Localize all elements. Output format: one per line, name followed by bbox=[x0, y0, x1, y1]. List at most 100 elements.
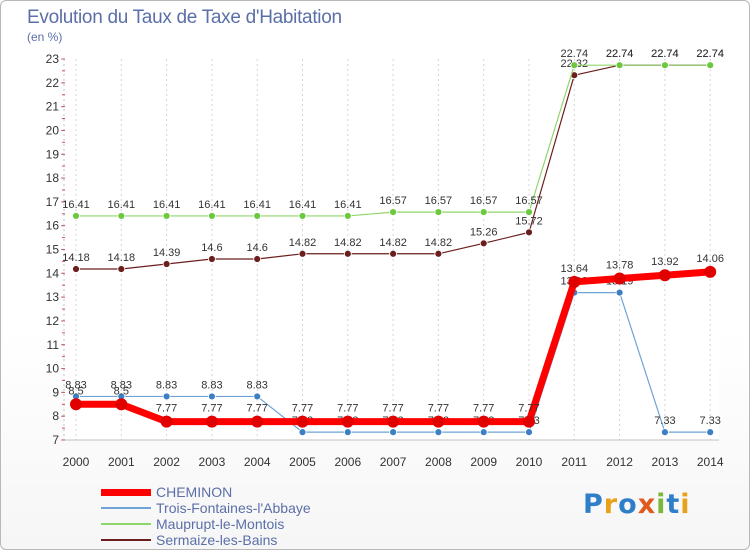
data-label-sermaize-les-bains: 22.74 bbox=[606, 48, 634, 60]
logo-letter: o bbox=[618, 489, 638, 520]
data-point-cheminon bbox=[477, 415, 490, 428]
x-tick-label: 2003 bbox=[199, 455, 226, 469]
data-point-trois-fontaines-l-abbaye bbox=[525, 428, 533, 437]
y-tick-label: 18 bbox=[46, 171, 60, 185]
data-label-mauprupt-le-montois: 16.57 bbox=[515, 195, 543, 207]
data-label-sermaize-les-bains: 15.26 bbox=[470, 226, 498, 238]
y-tick-label: 22 bbox=[46, 76, 60, 90]
data-label-mauprupt-le-montois: 22.74 bbox=[651, 48, 679, 60]
data-label-cheminon: 14.06 bbox=[696, 253, 724, 265]
data-label-sermaize-les-bains: 14.82 bbox=[289, 237, 317, 249]
data-point-mauprupt-le-montois bbox=[706, 61, 715, 70]
y-tick-label: 19 bbox=[46, 147, 60, 161]
data-label-mauprupt-le-montois: 16.41 bbox=[198, 199, 226, 211]
data-label-sermaize-les-bains: 22.74 bbox=[651, 48, 679, 60]
data-label-cheminon: 13.64 bbox=[561, 263, 589, 275]
data-point-trois-fontaines-l-abbaye bbox=[253, 392, 262, 401]
data-label-mauprupt-le-montois: 16.57 bbox=[425, 195, 453, 207]
data-point-cheminon bbox=[160, 415, 173, 428]
data-point-mauprupt-le-montois bbox=[298, 212, 307, 220]
legend-label: CHEMINON bbox=[156, 484, 233, 500]
data-label-cheminon: 13.92 bbox=[651, 256, 679, 268]
data-point-sermaize-les-bains bbox=[72, 265, 80, 273]
y-tick-label: 11 bbox=[47, 338, 60, 352]
y-tick-label: 10 bbox=[46, 362, 60, 376]
logo-letter: r bbox=[603, 489, 619, 520]
data-point-cheminon bbox=[341, 415, 354, 428]
data-point-sermaize-les-bains bbox=[389, 249, 398, 258]
data-label-trois-fontaines-l-abbaye: 8.83 bbox=[246, 379, 267, 391]
data-point-cheminon bbox=[568, 275, 581, 288]
data-label-mauprupt-le-montois: 16.41 bbox=[62, 199, 90, 211]
proxiti-logo: Proxiti bbox=[583, 489, 691, 520]
data-point-sermaize-les-bains bbox=[253, 255, 262, 263]
data-point-cheminon bbox=[704, 265, 717, 278]
data-label-trois-fontaines-l-abbaye: 7.33 bbox=[654, 415, 675, 427]
legend-label: Sermaize-les-Bains bbox=[156, 532, 278, 548]
x-tick-label: 2002 bbox=[153, 455, 180, 469]
data-point-mauprupt-le-montois bbox=[525, 208, 533, 217]
data-point-mauprupt-le-montois bbox=[207, 212, 216, 220]
data-point-mauprupt-le-montois bbox=[434, 208, 443, 217]
y-tick-label: 17 bbox=[46, 195, 60, 209]
data-point-mauprupt-le-montois bbox=[162, 212, 171, 220]
y-tick-label: 23 bbox=[46, 52, 60, 66]
logo-letter: i bbox=[680, 489, 691, 520]
y-tick-label: 12 bbox=[46, 314, 60, 328]
data-point-mauprupt-le-montois bbox=[479, 208, 488, 217]
data-label-sermaize-les-bains: 14.18 bbox=[62, 252, 90, 264]
data-label-sermaize-les-bains: 14.82 bbox=[379, 237, 407, 249]
x-tick-label: 2008 bbox=[425, 455, 452, 469]
data-label-cheminon: 7.77 bbox=[473, 403, 494, 415]
y-tick-label: 9 bbox=[52, 385, 59, 399]
data-label-cheminon: 13.78 bbox=[606, 260, 634, 272]
data-point-cheminon bbox=[205, 415, 218, 428]
data-label-cheminon: 7.77 bbox=[428, 403, 449, 415]
data-point-cheminon bbox=[115, 398, 128, 411]
y-tick-label: 8 bbox=[52, 409, 59, 423]
data-point-cheminon bbox=[296, 415, 309, 428]
y-tick-label: 14 bbox=[46, 266, 60, 280]
data-point-sermaize-les-bains bbox=[343, 249, 352, 258]
data-point-trois-fontaines-l-abbaye bbox=[389, 428, 398, 437]
data-point-trois-fontaines-l-abbaye bbox=[207, 392, 216, 401]
data-point-mauprupt-le-montois bbox=[615, 61, 624, 70]
x-tick-label: 2004 bbox=[244, 455, 271, 469]
data-label-cheminon: 7.77 bbox=[156, 403, 177, 415]
x-tick-label: 2011 bbox=[561, 455, 587, 469]
x-tick-label: 2012 bbox=[606, 455, 633, 469]
legend-swatch bbox=[101, 539, 151, 541]
legend-swatch bbox=[101, 507, 151, 509]
data-point-mauprupt-le-montois bbox=[117, 212, 126, 220]
unit-label: (en %) bbox=[27, 30, 63, 44]
data-label-sermaize-les-bains: 22.74 bbox=[696, 48, 724, 60]
data-label-cheminon: 8.5 bbox=[114, 385, 129, 397]
data-label-cheminon: 7.77 bbox=[201, 403, 222, 415]
data-point-trois-fontaines-l-abbaye bbox=[343, 428, 352, 437]
data-label-cheminon: 7.77 bbox=[337, 403, 358, 415]
data-point-mauprupt-le-montois bbox=[343, 212, 352, 220]
data-point-cheminon bbox=[658, 269, 671, 282]
data-label-mauprupt-le-montois: 16.41 bbox=[243, 199, 271, 211]
data-point-mauprupt-le-montois bbox=[661, 61, 669, 70]
data-point-mauprupt-le-montois bbox=[570, 61, 579, 70]
chart-title: Evolution du Taux de Taxe d'Habitation bbox=[27, 7, 342, 28]
data-point-sermaize-les-bains bbox=[525, 228, 533, 237]
y-tick-label: 7 bbox=[52, 433, 59, 447]
y-tick-label: 15 bbox=[46, 243, 60, 257]
x-tick-label: 2009 bbox=[470, 455, 497, 469]
data-point-cheminon bbox=[613, 272, 626, 285]
data-point-sermaize-les-bains bbox=[117, 265, 126, 273]
data-label-mauprupt-le-montois: 16.41 bbox=[108, 199, 136, 211]
data-point-trois-fontaines-l-abbaye bbox=[434, 428, 443, 437]
data-point-cheminon bbox=[70, 398, 82, 411]
legend-swatch bbox=[101, 488, 151, 496]
data-label-trois-fontaines-l-abbaye: 8.83 bbox=[111, 379, 132, 391]
logo-letter: i bbox=[656, 489, 667, 520]
data-label-mauprupt-le-montois: 16.41 bbox=[153, 199, 181, 211]
data-point-cheminon bbox=[523, 415, 535, 428]
x-tick-label: 2005 bbox=[289, 455, 316, 469]
data-label-mauprupt-le-montois: 16.57 bbox=[470, 195, 498, 207]
data-label-mauprupt-le-montois: 22.74 bbox=[561, 48, 589, 60]
